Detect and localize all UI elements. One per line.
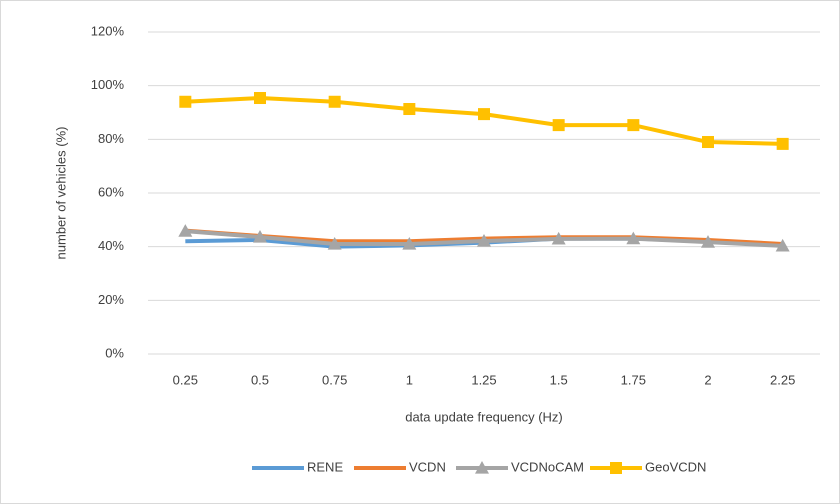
- x-tick-label: 0.25: [173, 372, 198, 387]
- marker: [178, 224, 193, 237]
- marker: [627, 119, 640, 132]
- marker: [610, 462, 622, 474]
- y-tick-label: 80%: [98, 131, 124, 146]
- x-tick-label: 1.5: [550, 372, 568, 387]
- x-tick-label: 0.75: [322, 372, 347, 387]
- marker: [626, 231, 641, 245]
- marker: [402, 236, 417, 250]
- marker: [701, 235, 715, 248]
- legend-label: VCDN: [409, 459, 446, 474]
- marker: [254, 92, 266, 105]
- legend-label: VCDNoCAM: [511, 459, 584, 474]
- x-tick-label: 1: [406, 372, 413, 387]
- marker: [776, 137, 789, 150]
- marker: [327, 236, 342, 250]
- x-tick-label: 1.25: [471, 372, 496, 387]
- marker: [552, 119, 565, 132]
- marker: [477, 234, 491, 247]
- x-tick-label: 2: [704, 372, 711, 387]
- y-axis-title: number of vehicles (%): [53, 127, 68, 260]
- x-tick-label: 2.25: [770, 372, 795, 387]
- marker: [253, 230, 267, 243]
- y-tick-label: 60%: [98, 184, 124, 199]
- y-tick-label: 100%: [91, 77, 125, 92]
- marker: [775, 238, 790, 252]
- marker: [403, 103, 416, 116]
- y-tick-label: 40%: [98, 238, 124, 253]
- y-tick-label: 120%: [91, 23, 125, 38]
- legend-label: GeoVCDN: [645, 459, 706, 474]
- marker: [475, 461, 489, 474]
- marker: [328, 95, 341, 108]
- x-tick-label: 0.5: [251, 372, 269, 387]
- marker: [478, 108, 490, 121]
- x-tick-label: 1.75: [621, 372, 646, 387]
- marker: [702, 136, 714, 149]
- marker: [179, 95, 192, 108]
- y-tick-label: 20%: [98, 292, 124, 307]
- marker: [551, 231, 566, 245]
- x-axis-title: data update frequency (Hz): [405, 409, 563, 424]
- legend-label: RENE: [307, 459, 343, 474]
- y-tick-label: 0%: [105, 345, 124, 360]
